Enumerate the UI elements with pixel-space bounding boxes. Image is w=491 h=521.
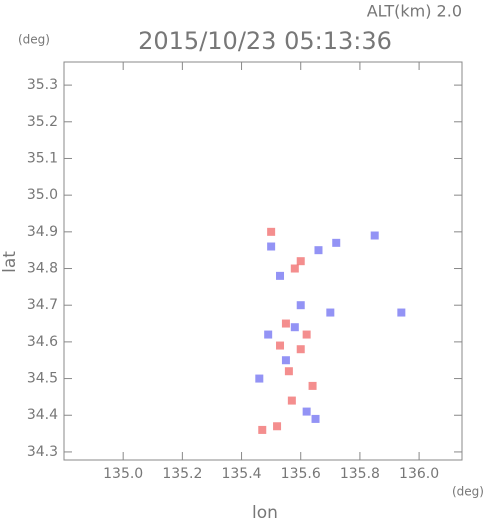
echo-point	[311, 414, 320, 423]
echo-point	[296, 301, 305, 310]
chart-subtitle: ALT(km) 2.0	[367, 2, 462, 21]
echo-point	[276, 341, 285, 350]
echo-point	[397, 308, 406, 317]
echo-point	[267, 227, 276, 236]
echo-point	[370, 231, 379, 240]
echo-point	[276, 271, 285, 280]
chart-title: 2015/10/23 05:13:36	[138, 27, 392, 55]
y-axis-label: lat	[0, 251, 20, 273]
y-tick-label: 35.1	[27, 150, 58, 166]
x-tick-label: 135.4	[221, 466, 261, 482]
echo-point	[314, 246, 323, 255]
echo-point	[326, 308, 335, 317]
y-tick-label: 34.8	[27, 261, 58, 277]
y-tick-label: 35.0	[27, 187, 58, 203]
x-unit: (deg)	[452, 485, 484, 499]
echo-point	[281, 356, 290, 365]
echo-point	[290, 264, 299, 273]
y-tick-label: 34.9	[27, 224, 58, 240]
echo-point	[273, 422, 282, 431]
echo-point	[264, 330, 273, 339]
y-tick-label: 34.5	[27, 371, 58, 387]
echo-point	[302, 407, 311, 416]
y-tick-label: 34.6	[27, 334, 58, 350]
echo-point	[258, 425, 267, 434]
y-tick-label: 34.4	[27, 407, 58, 423]
echo-point	[287, 396, 296, 405]
y-tick-label: 34.3	[27, 444, 58, 460]
echo-point	[281, 319, 290, 328]
echo-point	[302, 330, 311, 339]
echo-point	[332, 238, 341, 247]
echo-point	[255, 374, 264, 383]
x-tick-label: 135.0	[103, 466, 143, 482]
x-axis-label: lon	[252, 503, 278, 521]
x-tick-label: 135.8	[340, 466, 380, 482]
y-tick-label: 35.3	[27, 77, 58, 93]
y-unit: (deg)	[18, 33, 50, 47]
echo-point	[290, 323, 299, 332]
echo-point	[308, 381, 317, 390]
x-tick-label: 135.6	[281, 466, 321, 482]
echo-point	[267, 242, 276, 251]
echo-point	[284, 367, 293, 376]
y-tick-label: 35.2	[27, 114, 58, 130]
plot-frame	[63, 61, 463, 461]
x-tick-label: 135.2	[162, 466, 202, 482]
y-tick-label: 34.7	[27, 297, 58, 313]
echo-point	[296, 345, 305, 354]
x-tick-label: 136.0	[399, 466, 439, 482]
echo-point	[296, 257, 305, 266]
